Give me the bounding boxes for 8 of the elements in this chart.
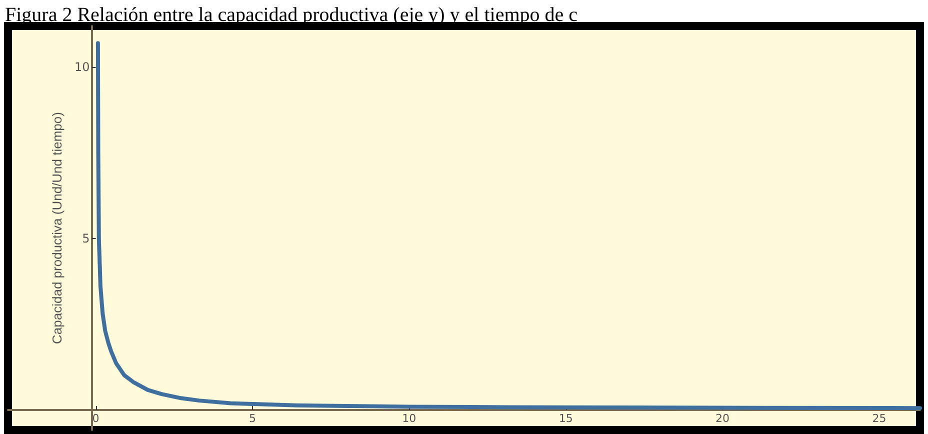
x-tick-label: 20 — [716, 412, 730, 425]
line-series — [96, 41, 922, 410]
x-tick-label: 0 — [92, 412, 100, 425]
x-tick-label: 5 — [248, 412, 256, 425]
y-axis-title: Capacidad productiva (Und/Und tiempo) — [50, 112, 65, 344]
x-tick-label: 15 — [558, 412, 573, 425]
x-tick-label: 10 — [402, 412, 416, 425]
x-tick-label: 25 — [872, 412, 886, 425]
